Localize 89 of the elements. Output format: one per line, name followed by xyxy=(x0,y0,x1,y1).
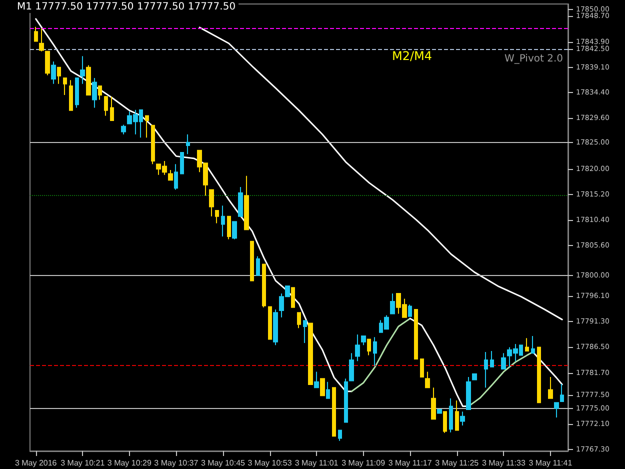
annotation: M2/M4 xyxy=(392,49,432,63)
candlestick xyxy=(92,77,97,108)
candlestick xyxy=(338,430,342,442)
candlestick xyxy=(449,398,453,433)
x-tick-label: 3 May 10:29 xyxy=(107,458,152,468)
candlestick xyxy=(431,387,436,420)
x-tick-label: 3 May 10:45 xyxy=(200,458,246,468)
candlestick xyxy=(121,124,126,135)
candlestick xyxy=(373,336,377,366)
candlestick xyxy=(332,387,336,437)
candlestick xyxy=(262,264,266,308)
candlestick xyxy=(145,115,149,138)
candlestick xyxy=(51,60,56,84)
line-series xyxy=(35,18,352,392)
candlestick xyxy=(537,346,541,404)
candlestick xyxy=(186,134,190,155)
candlestick xyxy=(104,96,108,116)
candlestick xyxy=(80,56,85,84)
candlestick xyxy=(355,334,360,362)
candlestick xyxy=(215,210,219,224)
candlestick xyxy=(227,216,231,240)
candlestick xyxy=(63,77,67,96)
candlestick xyxy=(86,64,91,96)
candlestick xyxy=(238,186,243,217)
candlestick xyxy=(308,322,313,385)
candlestick xyxy=(297,312,301,329)
candlestick xyxy=(408,304,412,317)
candlestick xyxy=(326,381,330,399)
candlestick xyxy=(344,378,348,423)
candlestick xyxy=(291,287,295,308)
candlestick xyxy=(69,80,73,111)
candlestick xyxy=(490,350,494,368)
ref-line-label: W_Pivot 2.0 xyxy=(504,54,563,65)
candlestick xyxy=(151,124,155,165)
candlestick xyxy=(472,373,477,380)
candlestick xyxy=(232,221,237,240)
x-tick-label: 3 May 10:21 xyxy=(60,458,106,468)
x-tick-label: 3 May 10:53 xyxy=(248,458,292,468)
candlestick xyxy=(437,408,442,414)
line-series xyxy=(198,26,563,320)
candlestick xyxy=(466,376,471,410)
candlestick xyxy=(390,292,395,314)
x-tick-label: 3 May 11:17 xyxy=(388,458,432,468)
candlestick xyxy=(320,378,325,396)
candlestick xyxy=(39,28,44,52)
x-tick-label: 3 May 11:09 xyxy=(342,458,386,468)
x-tick-label: 3 May 11:33 xyxy=(482,458,526,468)
chart-title: M1 17777.50 17777.50 17777.50 17777.50 xyxy=(17,2,236,12)
candlestick xyxy=(455,400,459,431)
candlestick xyxy=(174,164,178,190)
x-tick-label: 3 May 11:25 xyxy=(435,458,480,468)
candlestick xyxy=(531,336,535,354)
candlestick xyxy=(548,376,553,399)
line-series xyxy=(532,351,563,386)
candlestick xyxy=(180,152,184,174)
candlestick xyxy=(414,308,418,360)
candlestick xyxy=(34,26,38,42)
candlestick xyxy=(367,338,371,356)
candlestick xyxy=(221,205,225,238)
candlestick xyxy=(420,358,424,378)
candlestick xyxy=(460,411,465,426)
candlestick xyxy=(256,256,260,276)
candlestick xyxy=(560,383,564,402)
x-tick-label: 3 May 11:01 xyxy=(294,458,339,468)
line-series xyxy=(350,318,411,392)
x-tick-label: 3 May 10:37 xyxy=(154,458,199,468)
candlestick xyxy=(273,308,278,346)
candlestick xyxy=(250,240,254,282)
candlestick xyxy=(75,77,79,108)
candlestick xyxy=(45,50,50,76)
candlestick xyxy=(501,352,506,370)
x-tick-label: 3 May 11:41 xyxy=(528,458,573,468)
candlestick xyxy=(303,320,307,344)
candlestick xyxy=(314,371,319,388)
candlestick xyxy=(268,306,272,340)
candlestick xyxy=(168,170,173,181)
candlestick xyxy=(209,189,214,217)
candlestick xyxy=(244,175,249,230)
candlestick xyxy=(443,411,447,434)
candlestick xyxy=(484,352,488,388)
candlestick xyxy=(554,402,559,418)
candlestick xyxy=(110,96,114,122)
candlestick xyxy=(349,352,354,382)
candlestick xyxy=(525,338,529,352)
candlestick xyxy=(361,336,366,346)
candlestick xyxy=(425,371,430,388)
candlestick xyxy=(57,66,61,84)
x-tick-label: 3 May 2016 xyxy=(14,458,58,468)
candlestick xyxy=(98,85,102,100)
